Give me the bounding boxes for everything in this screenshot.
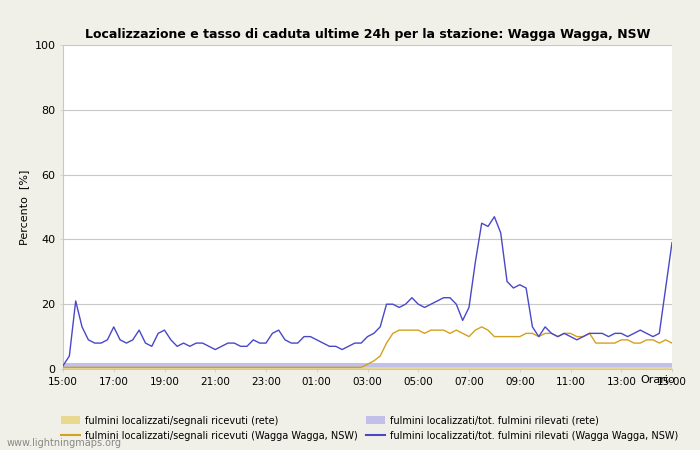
Text: Orario: Orario xyxy=(640,375,676,385)
Title: Localizzazione e tasso di caduta ultime 24h per la stazione: Wagga Wagga, NSW: Localizzazione e tasso di caduta ultime … xyxy=(85,28,650,41)
Legend: fulmini localizzati/segnali ricevuti (rete), fulmini localizzati/segnali ricevut: fulmini localizzati/segnali ricevuti (re… xyxy=(61,416,678,441)
Y-axis label: Percento  [%]: Percento [%] xyxy=(19,169,29,245)
Text: www.lightningmaps.org: www.lightningmaps.org xyxy=(7,438,122,448)
